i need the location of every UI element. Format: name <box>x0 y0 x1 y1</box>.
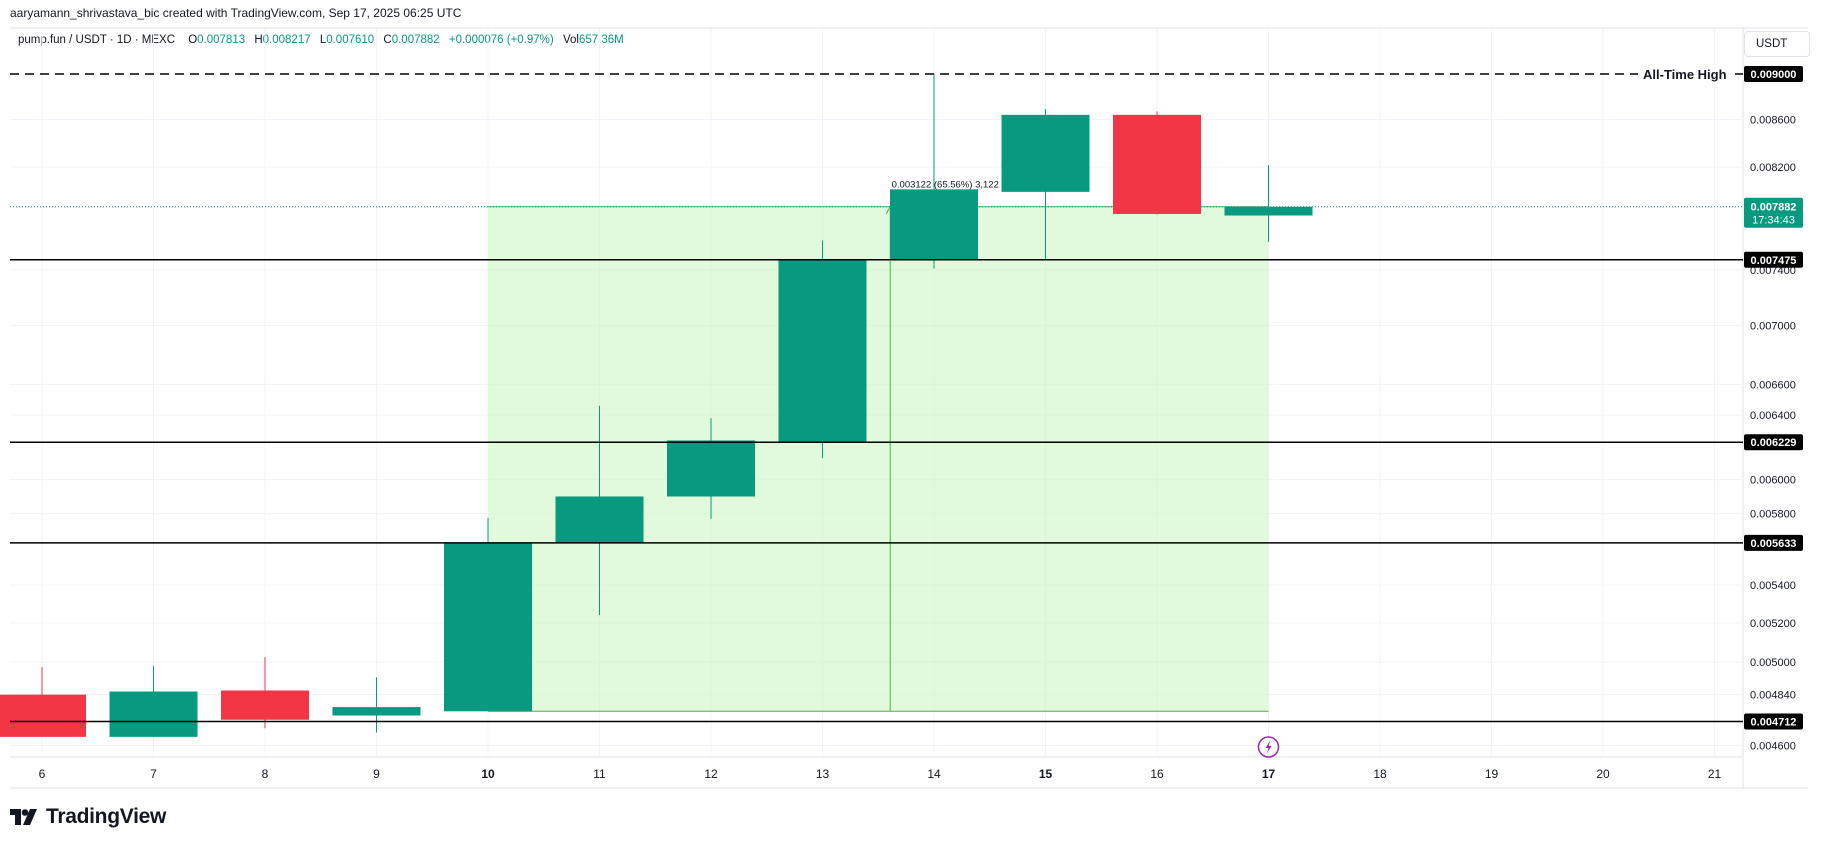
time-axis-label: 9 <box>373 767 380 781</box>
ath-label-bg <box>1638 65 1730 83</box>
candle-body-17[interactable] <box>1224 206 1313 216</box>
volume-label: Vol <box>562 34 579 46</box>
level-tag-bg <box>1744 251 1803 268</box>
time-axis-label: 11 <box>593 767 606 781</box>
level-tag-bg <box>1744 66 1803 82</box>
price-axis-label: 0.004840 <box>1750 690 1796 702</box>
price-axis-label: 0.007000 <box>1750 320 1796 332</box>
price-axis-label: 0.006600 <box>1750 379 1796 391</box>
candle-body-14[interactable] <box>890 189 978 260</box>
time-axis-label: 8 <box>262 767 269 781</box>
last-price-tag-bg <box>1744 197 1803 228</box>
time-axis-label: 13 <box>816 767 830 781</box>
close-value: 0.007882 <box>391 34 440 46</box>
open-value: 0.007813 <box>197 34 246 46</box>
level-tag-bg <box>1744 713 1803 730</box>
close-label: C <box>383 34 392 46</box>
price-axis-label: 0.005400 <box>1750 580 1796 592</box>
time-axis-label: 14 <box>927 767 941 781</box>
high-label: H <box>254 34 263 46</box>
symbol-name[interactable]: pump.fun / USDT · 1D · MEXC <box>18 34 175 46</box>
time-axis-label: 10 <box>481 767 495 781</box>
time-axis-label: 12 <box>704 767 718 781</box>
price-axis-label: 0.005000 <box>1750 657 1796 669</box>
low-label: L <box>319 34 327 46</box>
symbol-legend: pump.fun / USDT · 1D · MEXC O0.007813 H0… <box>18 34 630 46</box>
level-tag-label: 0.007475 <box>1751 255 1797 267</box>
tradingview-logo[interactable]: TradingView <box>10 805 166 829</box>
candle-body-13[interactable] <box>778 259 867 443</box>
time-axis-label: 7 <box>150 767 157 781</box>
chart-credit: aaryamann_shrivastava_bic created with T… <box>10 6 462 20</box>
last-price-tag-label: 0.007882 <box>1751 202 1797 214</box>
candle-body-9[interactable] <box>332 707 421 716</box>
time-axis-label: 16 <box>1150 767 1164 781</box>
price-axis-label: 0.004600 <box>1750 741 1796 753</box>
lightning-icon <box>1265 740 1272 754</box>
candle-body-7[interactable] <box>109 691 198 737</box>
brand-name: TradingView <box>46 805 167 828</box>
level-tag-bg <box>1744 534 1803 551</box>
price-range-box <box>488 206 1269 712</box>
high-value: 0.008217 <box>262 34 311 46</box>
candle-body-16[interactable] <box>1113 114 1201 214</box>
price-axis-label: 0.007400 <box>1750 265 1796 277</box>
time-axis-label: 15 <box>1039 767 1053 781</box>
candle-body-8[interactable] <box>221 690 309 720</box>
price-axis-label: 0.006000 <box>1750 475 1796 487</box>
price-axis-label: 0.008200 <box>1750 162 1796 174</box>
time-axis-label: 20 <box>1596 767 1610 781</box>
tradingview-logo-icon <box>10 809 37 825</box>
time-axis-label: 18 <box>1373 767 1387 781</box>
open-label: O <box>188 34 198 46</box>
time-axis-label: 19 <box>1485 767 1499 781</box>
price-axis-label: 0.005200 <box>1750 618 1796 630</box>
change-value: +0.000076 (+0.97%) <box>448 34 554 46</box>
price-axis-label: 0.005800 <box>1750 509 1796 521</box>
price-axis-label: 0.008600 <box>1750 114 1796 126</box>
volume-value: 657.36M <box>578 34 624 46</box>
candle-body-12[interactable] <box>667 440 755 497</box>
level-tag-label: 0.004712 <box>1751 716 1797 728</box>
currency-button[interactable]: USDT <box>1744 31 1810 57</box>
level-tag-label: 0.009000 <box>1751 69 1797 81</box>
candle-body-15[interactable] <box>1001 114 1090 192</box>
level-tag-bg <box>1744 434 1803 451</box>
candle-body-11[interactable] <box>555 496 644 543</box>
ath-label: All-Time High <box>1643 67 1727 82</box>
price-range-label: 0.003122 (65.56%) 3,122 <box>892 180 999 191</box>
candle-body-10[interactable] <box>444 542 532 712</box>
time-axis-label: 21 <box>1708 767 1722 781</box>
price-axis-label: 0.006400 <box>1750 410 1796 422</box>
level-tag-label: 0.005633 <box>1751 538 1797 550</box>
time-axis-label: 6 <box>39 767 46 781</box>
candle-body-6[interactable] <box>0 694 86 737</box>
time-axis-label: 17 <box>1262 767 1276 781</box>
low-value: 0.007610 <box>326 34 375 46</box>
countdown-label: 17:34:43 <box>1752 215 1795 227</box>
level-tag-label: 0.006229 <box>1751 437 1797 449</box>
